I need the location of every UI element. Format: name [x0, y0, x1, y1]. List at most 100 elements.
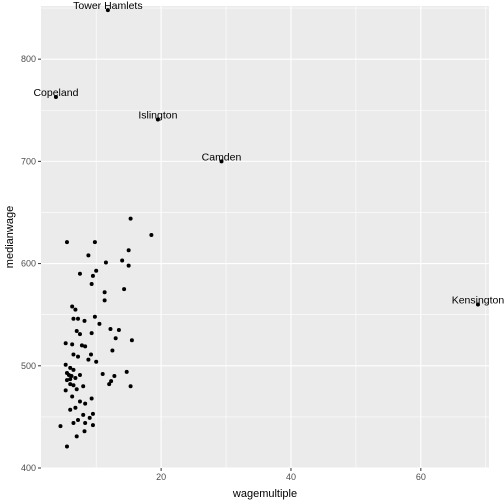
data-point	[74, 329, 79, 334]
y-tick-label: 500	[21, 361, 36, 371]
data-point	[108, 326, 113, 331]
data-point	[83, 421, 88, 426]
data-point	[63, 388, 68, 393]
data-point	[77, 271, 82, 276]
axis-tick-labels: 20 40 60 400 500 600 700 800	[21, 54, 426, 482]
data-point	[126, 248, 131, 253]
data-point	[94, 268, 99, 273]
point-label: Kensington	[452, 294, 504, 306]
x-tick-label: 60	[416, 472, 426, 482]
y-tick-label: 400	[21, 463, 36, 473]
data-point	[92, 240, 97, 245]
data-point	[126, 263, 131, 268]
y-tick-label: 700	[21, 156, 36, 166]
data-point	[63, 362, 68, 367]
data-point	[68, 377, 73, 382]
data-points	[53, 8, 480, 449]
data-point	[83, 401, 88, 406]
plot-panel	[41, 6, 489, 468]
data-point	[70, 304, 75, 309]
labeled-data-point	[155, 117, 160, 122]
data-point	[77, 399, 82, 404]
data-point	[71, 383, 76, 388]
data-point	[68, 382, 73, 387]
data-point	[128, 216, 133, 221]
point-label: Islington	[138, 109, 177, 121]
x-tick-label: 20	[156, 472, 166, 482]
data-point	[71, 367, 76, 372]
data-point	[82, 318, 87, 323]
data-point	[122, 287, 127, 292]
data-point	[124, 369, 129, 374]
data-point	[149, 232, 154, 237]
data-point	[70, 342, 75, 347]
data-point	[129, 338, 134, 343]
data-point	[110, 348, 115, 353]
data-point	[97, 321, 102, 326]
data-point	[116, 328, 121, 333]
data-point	[76, 417, 81, 422]
data-point	[76, 316, 81, 321]
labeled-data-point	[105, 8, 110, 13]
data-point	[107, 382, 112, 387]
data-point	[73, 307, 78, 312]
data-point	[64, 240, 69, 245]
data-point	[82, 429, 87, 434]
data-point	[71, 352, 76, 357]
y-tick-label: 800	[21, 54, 36, 64]
data-point	[86, 357, 91, 362]
data-point	[77, 332, 82, 337]
data-point	[64, 378, 69, 383]
data-point	[102, 298, 107, 303]
data-point	[71, 316, 76, 321]
point-label: Camden	[202, 151, 242, 163]
data-point	[63, 341, 68, 346]
data-point	[100, 371, 105, 376]
y-axis-title: medianwage	[4, 206, 16, 268]
data-point	[74, 434, 79, 439]
major-gridlines	[41, 6, 489, 469]
data-point	[77, 372, 82, 377]
data-point	[79, 343, 84, 348]
point-label: Copeland	[33, 87, 78, 99]
data-point	[81, 412, 86, 417]
data-point	[89, 396, 94, 401]
data-point	[87, 415, 92, 420]
data-point	[102, 290, 107, 295]
data-point	[73, 376, 78, 381]
data-point	[76, 354, 81, 359]
data-point	[89, 331, 94, 336]
x-tick-label: 40	[286, 472, 296, 482]
axis-ticks	[38, 58, 422, 471]
data-point	[83, 344, 88, 349]
point-labels: Tower Hamlets Copeland Islington Camden Kens…	[33, 0, 504, 306]
data-point	[92, 314, 97, 319]
data-point	[120, 258, 125, 263]
minor-gridlines	[41, 6, 489, 468]
labeled-data-point	[219, 159, 224, 164]
data-point	[90, 423, 95, 428]
data-point	[71, 421, 76, 426]
data-point	[109, 379, 114, 384]
labeled-data-point	[475, 302, 480, 307]
data-point	[68, 365, 73, 370]
data-point	[73, 405, 78, 410]
x-axis-title: wagemultiple	[232, 488, 297, 500]
data-point	[74, 387, 79, 392]
data-point	[81, 384, 86, 389]
data-point	[103, 260, 108, 265]
point-label: Tower Hamlets	[73, 0, 142, 12]
data-point	[112, 374, 117, 379]
data-point	[69, 374, 74, 379]
data-point	[70, 394, 75, 399]
data-point	[90, 411, 95, 416]
y-tick-label: 600	[21, 259, 36, 269]
data-point	[128, 384, 133, 389]
data-point	[68, 407, 73, 412]
data-point	[90, 273, 95, 278]
labeled-data-point	[53, 94, 58, 99]
data-point	[94, 359, 99, 364]
data-point	[64, 444, 69, 449]
data-point	[88, 352, 93, 357]
